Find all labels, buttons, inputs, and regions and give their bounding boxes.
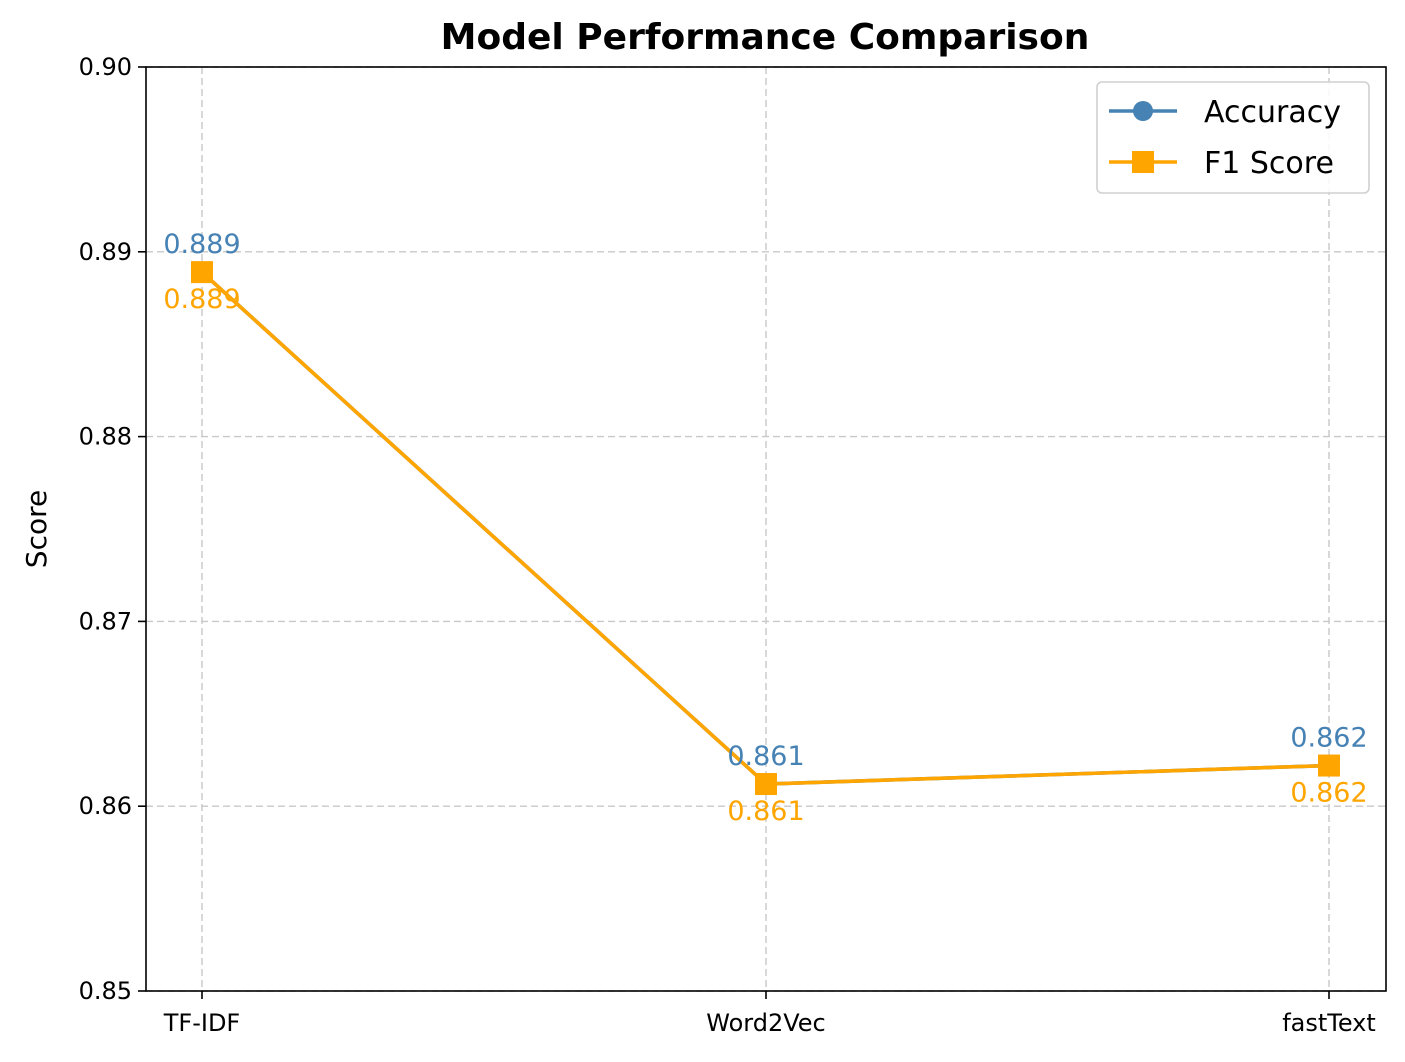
y-tick-label: 0.89 [79,238,132,266]
data-label: 0.862 [1290,723,1367,754]
y-tick-label: 0.86 [79,792,132,820]
legend-marker-square [1132,151,1154,173]
x-tick-label: fastText [1282,1009,1376,1037]
chart-title: Model Performance Comparison [441,17,1090,58]
data-point-f1-score [755,773,777,796]
data-label: 0.889 [163,229,240,260]
data-label: 0.862 [1290,778,1367,809]
data-labels: 0.889 0.861 0.862 0.889 0.861 0.862 [163,229,1367,827]
data-label: 0.889 [163,284,240,315]
data-label: 0.861 [727,741,804,772]
data-label: 0.861 [727,796,804,827]
y-tick-label: 0.85 [79,977,132,1005]
legend-label: Accuracy [1204,95,1341,130]
y-tick-label: 0.87 [79,607,132,635]
x-tick-label: TF-IDF [163,1009,241,1037]
y-tick-label: 0.90 [79,53,132,81]
legend-marker-circle [1133,101,1153,121]
axes: 0.85 0.86 0.87 0.88 0.89 0.90 TF-IDF Word2Vec fa… [79,53,1387,1037]
legend-label: F1 Score [1204,146,1334,181]
y-axis-label: Score [20,490,53,568]
x-tick-label: Word2Vec [706,1009,825,1037]
data-point-f1-score [1318,754,1340,777]
data-point-f1-score [191,261,213,284]
y-tick-label: 0.88 [79,423,132,451]
series-layer [191,261,1340,796]
legend: Accuracy F1 Score [1096,81,1370,194]
